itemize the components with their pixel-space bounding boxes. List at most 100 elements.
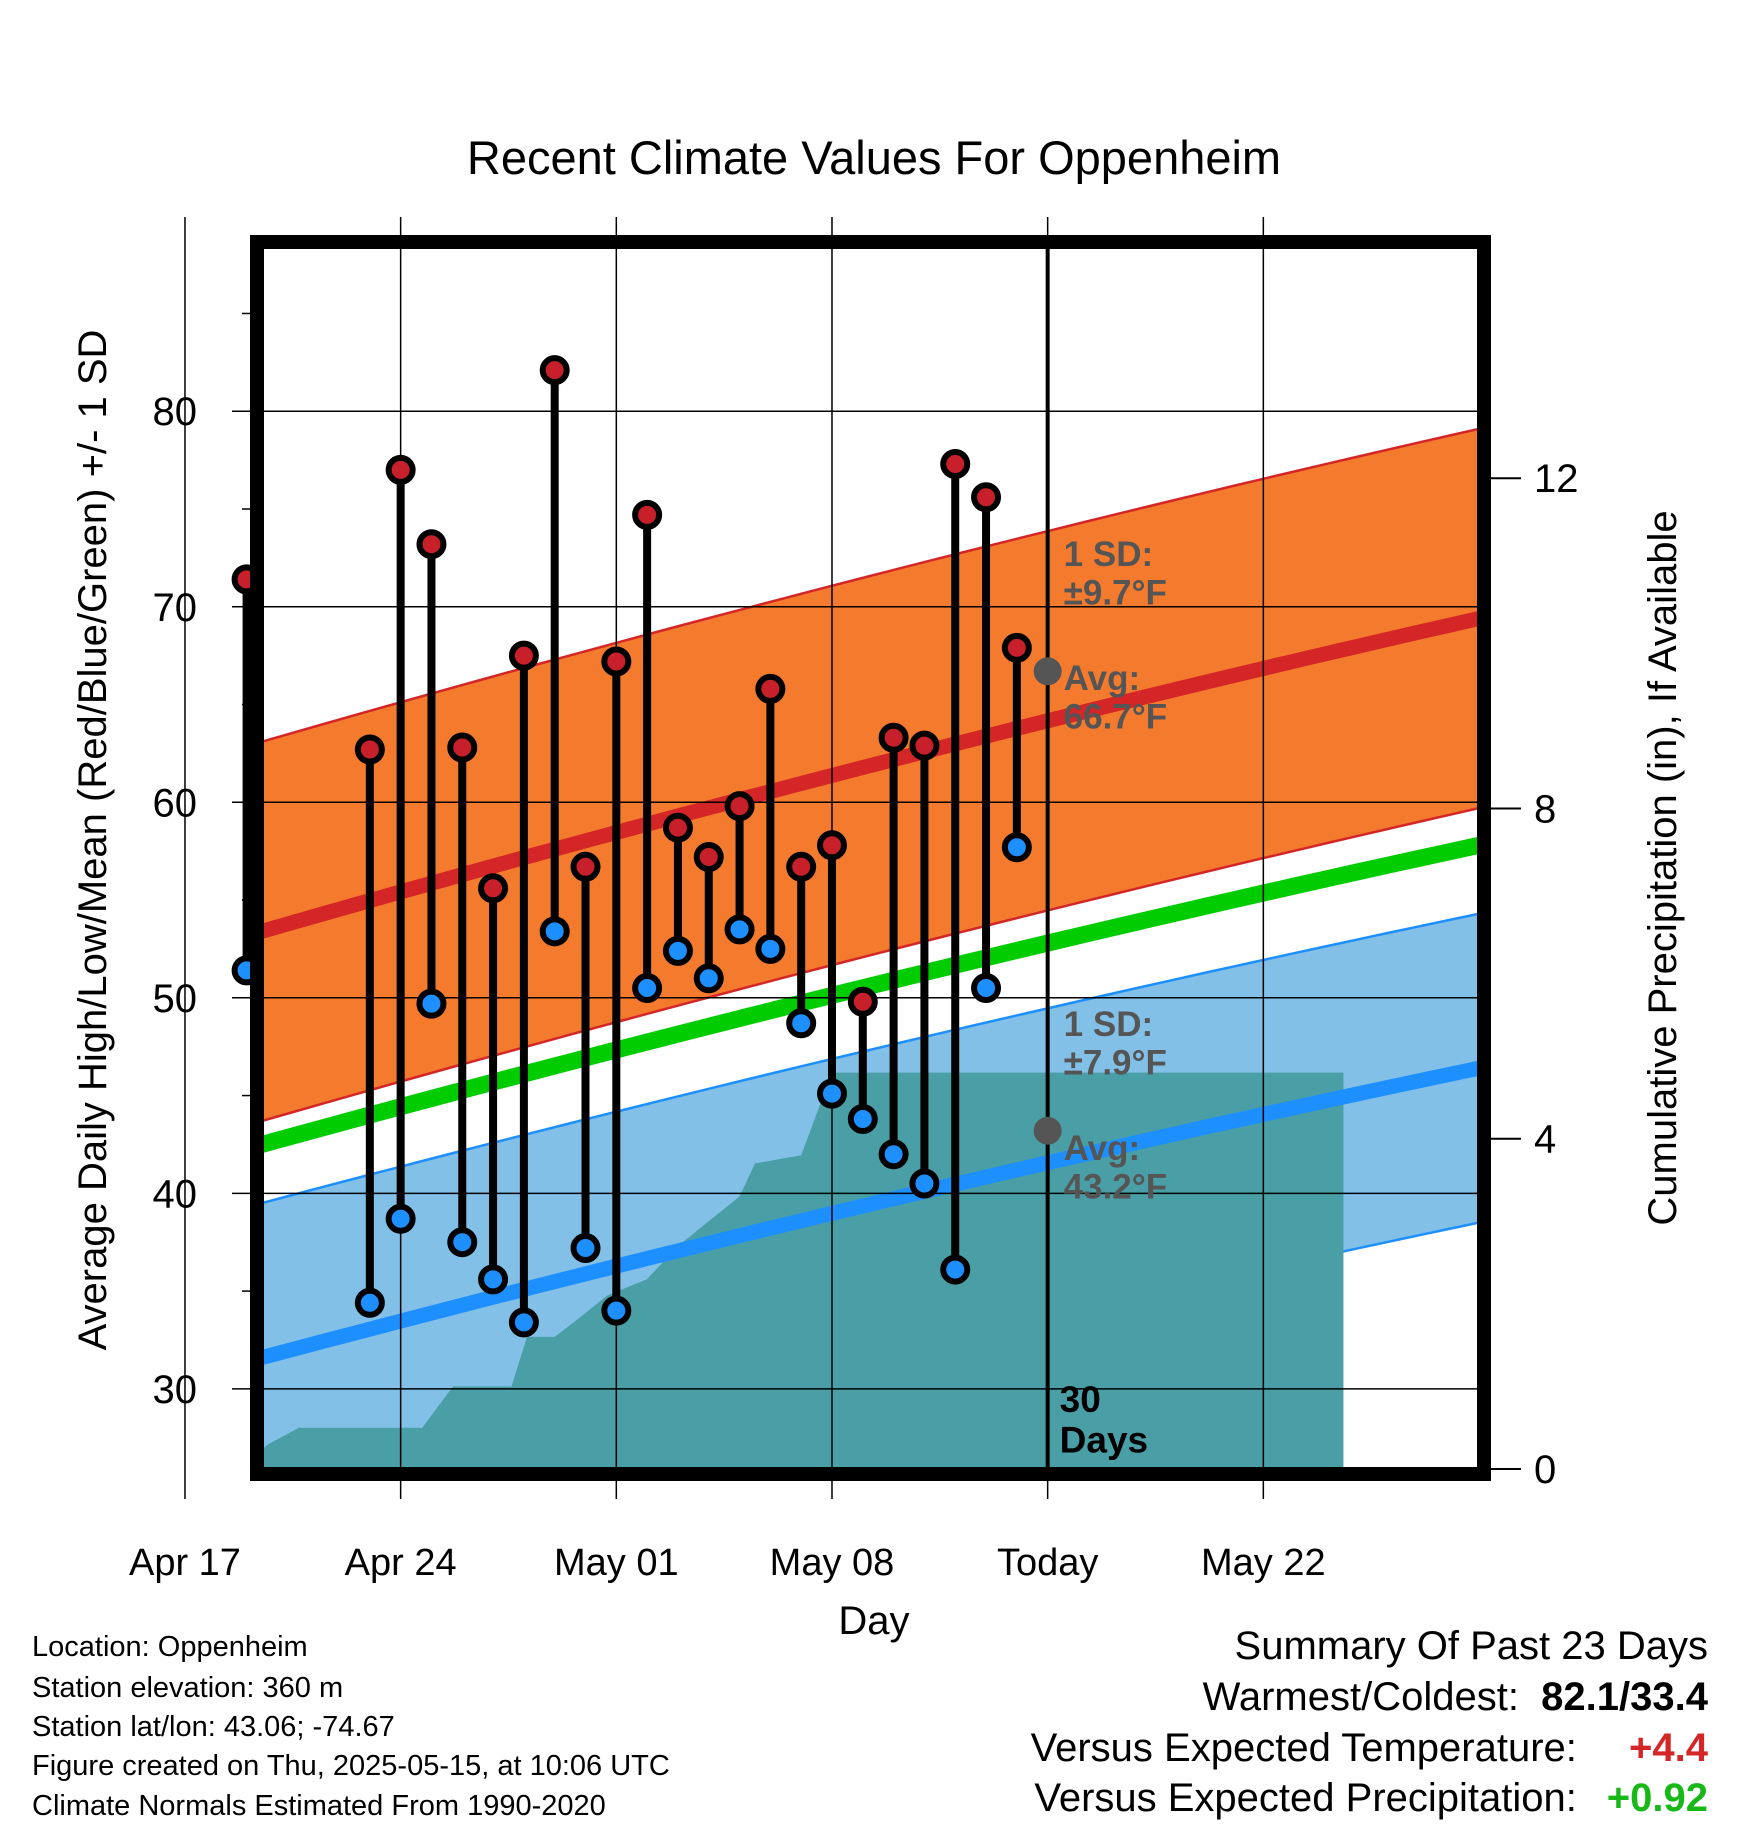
daily-observation — [847, 986, 878, 1135]
daily-high-marker — [786, 851, 817, 882]
y-tick-label-right: 8 — [1534, 787, 1556, 831]
normals-source-text: Climate Normals Estimated From 1990-2020 — [32, 1790, 606, 1822]
daily-high-marker — [1001, 632, 1032, 663]
daily-low-marker — [354, 1287, 385, 1318]
daily-low-marker — [693, 963, 724, 994]
x-tick-label: Today — [997, 1542, 1098, 1584]
daily-high-marker — [601, 646, 632, 677]
daily-high-marker — [416, 529, 447, 560]
daily-observation — [354, 734, 385, 1318]
daily-high-marker — [570, 851, 601, 882]
plot-frame — [250, 235, 1491, 1481]
daily-low-marker — [847, 1104, 878, 1135]
plot-area: 1 SD: ±9.7°F Avg: 66.7°F 1 SD: ±7.9°F Avg: 43.2… — [129, 217, 1579, 1584]
daily-observation — [539, 355, 570, 947]
daily-high-marker — [354, 734, 385, 765]
mean-low-line — [262, 1060, 1479, 1365]
x-tick-label: May 01 — [554, 1542, 679, 1584]
daily-low-marker — [909, 1168, 940, 1199]
plot-clip-group — [262, 427, 1479, 1469]
low-avg-annotation: Avg: 43.2°F — [1064, 1129, 1168, 1207]
daily-high-marker — [909, 730, 940, 761]
daily-low-marker — [416, 988, 447, 1019]
today-days-annotation: 30 Days — [1060, 1379, 1148, 1461]
summary-precip: Versus Expected Precipitation: +0.92 — [1034, 1778, 1708, 1818]
daily-high-marker — [847, 986, 878, 1017]
y-axis-label-left: Average Daily High/Low/Mean (Red/Blue/Gr… — [71, 330, 115, 1351]
high-sd-upper-line — [262, 427, 1479, 743]
y-tick-label-left: 80 — [153, 390, 198, 434]
daily-low-marker — [385, 1203, 416, 1234]
daily-observation — [724, 791, 755, 945]
y-axis-label-right: Cumulative Precipitation (in), If Availa… — [1641, 510, 1685, 1225]
daily-observation — [878, 722, 909, 1170]
location-text: Location: Oppenheim — [32, 1631, 308, 1663]
daily-observation — [416, 529, 447, 1019]
y-tick-label-left: 60 — [153, 781, 198, 825]
precip-area — [262, 1072, 1344, 1469]
y-tick-label-right: 4 — [1534, 1118, 1556, 1162]
summary-title: Summary Of Past 23 Days — [1234, 1624, 1708, 1668]
daily-observation — [447, 732, 478, 1258]
daily-high-marker — [632, 499, 663, 530]
summary-warmest-coldest: Warmest/Coldest: 82.1/33.4 — [1203, 1677, 1708, 1717]
warmest-coldest-value: 82.1/33.4 — [1541, 1675, 1708, 1719]
temp-vs-expected-value: +4.4 — [1629, 1726, 1708, 1770]
daily-low-marker — [508, 1307, 539, 1338]
daily-low-marker — [816, 1078, 847, 1109]
daily-observation — [909, 730, 940, 1199]
daily-observation — [940, 449, 971, 1285]
daily-low-marker — [940, 1254, 971, 1285]
daily-observation — [570, 851, 601, 1264]
daily-high-marker — [478, 873, 509, 904]
daily-observation — [385, 454, 416, 1234]
y-tick-label-right: 0 — [1534, 1448, 1556, 1492]
daily-low-marker — [601, 1295, 632, 1326]
x-axis-label: Day — [838, 1599, 909, 1643]
high-sd-annotation: 1 SD: ±9.7°F — [1064, 535, 1167, 613]
high-sd-band — [262, 428, 1479, 1121]
daily-high-marker — [693, 842, 724, 873]
daily-high-marker — [971, 482, 1002, 513]
daily-low-marker — [662, 935, 693, 966]
daily-observation — [632, 499, 663, 1004]
high-avg-dot — [1033, 657, 1062, 686]
summary-temp: Versus Expected Temperature: +4.4 — [1031, 1728, 1708, 1768]
created-text: Figure created on Thu, 2025-05-15, at 10… — [32, 1750, 670, 1782]
chart-title: Recent Climate Values For Oppenheim — [467, 131, 1281, 184]
x-tick-label: Apr 24 — [345, 1542, 457, 1584]
x-tick-label: May 08 — [770, 1542, 895, 1584]
daily-low-marker — [971, 973, 1002, 1004]
daily-high-marker — [508, 640, 539, 671]
latlon-text: Station lat/lon: 43.06; -74.67 — [32, 1711, 395, 1743]
daily-low-marker — [1001, 832, 1032, 863]
daily-high-marker — [940, 449, 971, 480]
daily-high-marker — [447, 732, 478, 763]
daily-low-marker — [786, 1008, 817, 1039]
daily-low-marker — [632, 973, 663, 1004]
daily-observation — [971, 482, 1002, 1004]
daily-observation — [508, 640, 539, 1338]
daily-high-marker — [539, 355, 570, 386]
daily-high-marker — [816, 830, 847, 861]
daily-high-marker — [385, 454, 416, 485]
daily-observation — [478, 873, 509, 1295]
elevation-text: Station elevation: 360 m — [32, 1672, 344, 1704]
daily-high-marker — [878, 722, 909, 753]
low-sd-annotation: 1 SD: ±7.9°F — [1064, 1005, 1167, 1083]
y-tick-label-left: 70 — [153, 586, 198, 630]
daily-low-marker — [478, 1264, 509, 1295]
y-tick-label-right: 12 — [1534, 457, 1579, 501]
daily-observation — [601, 646, 632, 1326]
daily-low-marker — [878, 1139, 909, 1170]
precip-vs-expected-label: Versus Expected Precipitation: — [1034, 1776, 1577, 1820]
precip-vs-expected-value: +0.92 — [1606, 1776, 1708, 1820]
daily-low-marker — [570, 1233, 601, 1264]
daily-low-marker — [724, 914, 755, 945]
daily-observation — [662, 812, 693, 966]
daily-high-marker — [662, 812, 693, 843]
daily-observation — [1001, 632, 1032, 863]
daily-observation — [816, 830, 847, 1109]
daily-observation — [786, 851, 817, 1039]
